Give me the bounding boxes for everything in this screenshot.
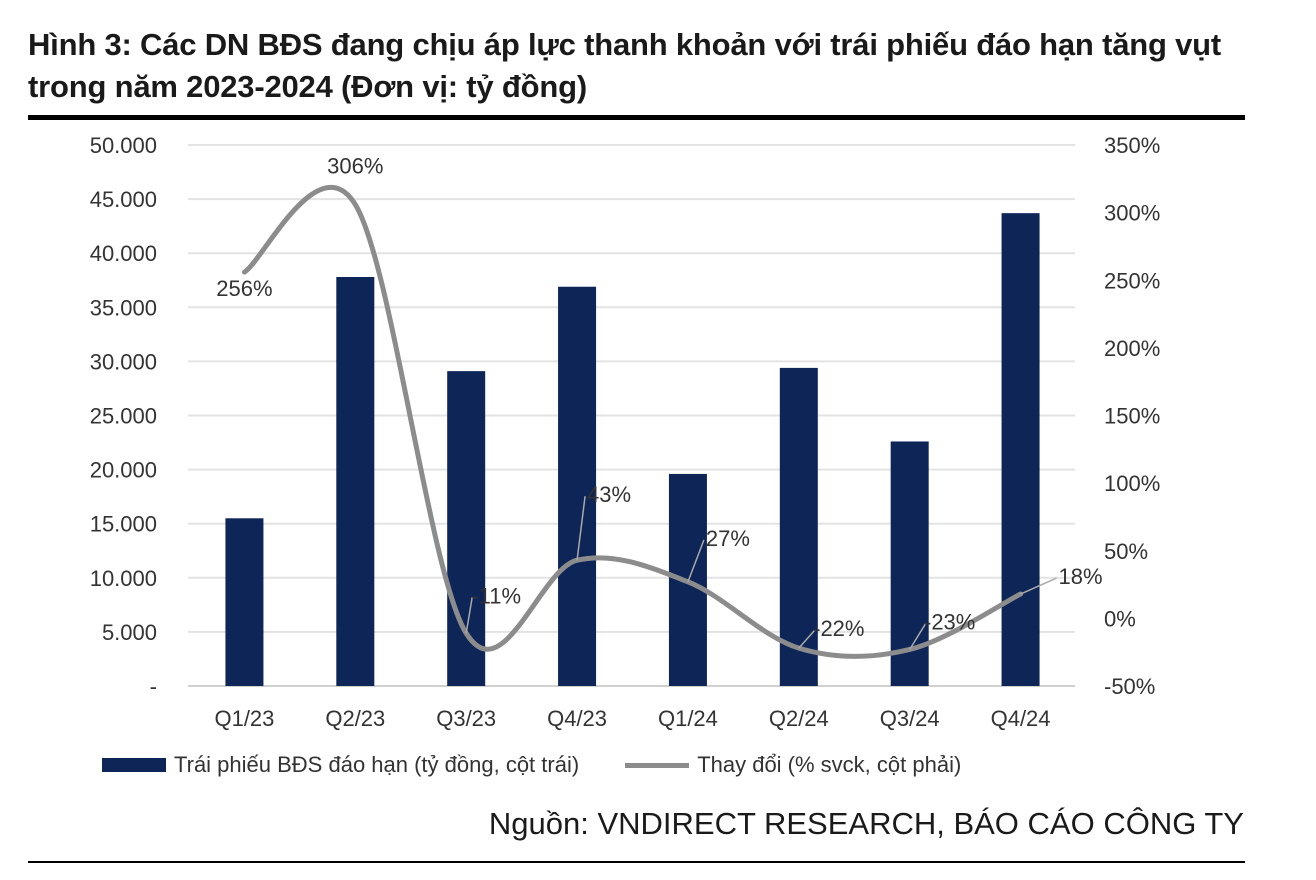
label-leader-line: [798, 629, 816, 649]
left-tick-label: 20.000: [90, 458, 157, 483]
label-leader-line: [909, 623, 927, 650]
legend-line-swatch: [625, 762, 690, 768]
left-tick-label: 10.000: [90, 566, 157, 591]
data-label: 256%: [216, 276, 272, 301]
left-tick-label: -: [150, 674, 157, 699]
x-tick-label: Q1/24: [658, 706, 718, 731]
left-tick-label: 5.000: [102, 620, 157, 645]
data-label: 27%: [706, 526, 750, 551]
right-tick-label: 50%: [1104, 539, 1148, 564]
x-tick-label: Q4/24: [991, 706, 1051, 731]
x-tick-label: Q2/23: [325, 706, 385, 731]
x-tick-label: Q2/24: [769, 706, 829, 731]
top-rule: [28, 115, 1245, 120]
left-tick-label: 45.000: [90, 187, 157, 212]
bar-Q2/23: [336, 277, 375, 686]
data-label: 306%: [327, 154, 383, 179]
left-tick-label: 25.000: [90, 404, 157, 429]
label-leader-line: [687, 539, 705, 583]
bar-Q4/23: [558, 286, 597, 686]
right-tick-label: 0%: [1104, 606, 1136, 631]
figure-title: Hình 3: Các DN BĐS đang chịu áp lực than…: [28, 27, 1222, 104]
left-tick-label: 30.000: [90, 349, 157, 374]
x-tick-label: Q3/24: [880, 706, 940, 731]
right-tick-label: 250%: [1104, 268, 1160, 293]
data-label: 18%: [1059, 564, 1103, 589]
right-tick-label: 150%: [1104, 404, 1160, 429]
data-label: -22%: [813, 616, 864, 641]
bar-Q1/23: [225, 518, 264, 686]
bar-Q3/23: [447, 371, 486, 686]
legend-bar-swatch: [102, 758, 166, 772]
bottom-rule: [28, 861, 1245, 863]
label-leader-line: [1020, 577, 1057, 595]
left-tick-label: 40.000: [90, 241, 157, 266]
legend-bar-label: Trái phiếu BĐS đáo hạn (tỷ đồng, cột trá…: [174, 752, 580, 777]
data-label: -11%: [471, 583, 521, 608]
x-tick-label: Q4/23: [547, 706, 607, 731]
label-leader-line: [576, 496, 586, 561]
right-tick-label: 100%: [1104, 471, 1160, 496]
right-tick-label: 300%: [1104, 201, 1160, 226]
data-label: -23%: [924, 609, 975, 634]
x-tick-label: Q1/23: [214, 706, 274, 731]
data-label: 43%: [587, 482, 631, 507]
bar-Q4/24: [1001, 213, 1040, 686]
x-tick-label: Q3/23: [436, 706, 496, 731]
legend-line-label: Thay đổi (% svck, cột phải): [697, 752, 962, 777]
legend: Trái phiếu BĐS đáo hạn (tỷ đồng, cột trá…: [102, 752, 961, 778]
left-tick-label: 35.000: [90, 295, 157, 320]
bar-Q2/24: [779, 367, 818, 686]
right-tick-label: -50%: [1104, 674, 1155, 699]
source-note: Nguồn: VNDIRECT RESEARCH, BÁO CÁO CÔNG T…: [488, 806, 1244, 841]
left-tick-label: 15.000: [90, 512, 157, 537]
right-tick-label: 200%: [1104, 336, 1160, 361]
left-tick-label: 50.000: [90, 133, 157, 158]
change-line: [241, 184, 1024, 659]
label-leader-line: [465, 597, 473, 634]
right-tick-label: 350%: [1104, 133, 1160, 158]
